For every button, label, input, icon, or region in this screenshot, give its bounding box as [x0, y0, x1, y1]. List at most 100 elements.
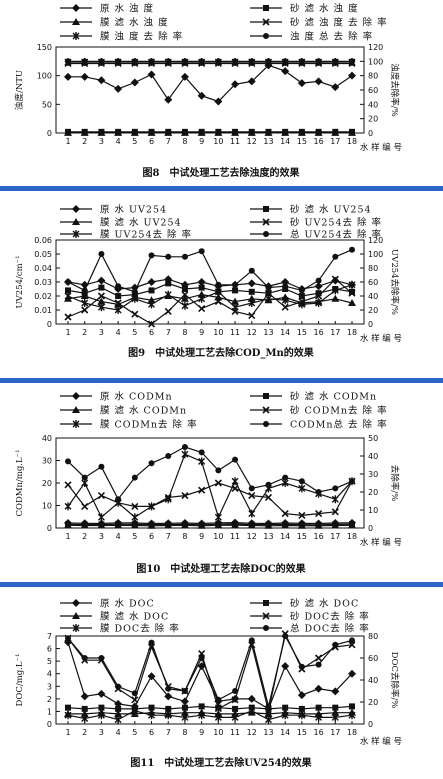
data-point — [148, 639, 155, 646]
legend-label: 膜 DOC去 除 率 — [100, 623, 180, 635]
data-point — [81, 299, 89, 307]
legend-marker-star — [72, 420, 80, 428]
y-tick-label-left: 2 — [47, 695, 52, 704]
data-point — [264, 715, 272, 724]
data-point — [265, 703, 272, 710]
data-point — [297, 128, 306, 136]
y-tick-label-right: 80 — [368, 632, 378, 641]
legend-marker-star — [72, 32, 80, 40]
data-point — [348, 71, 356, 80]
series-5 — [64, 450, 356, 522]
y-axis-label-right: 浊度去除率/% — [389, 63, 400, 116]
legend-marker-x — [262, 406, 270, 414]
y-tick-label-left: 10 — [42, 502, 52, 511]
y-tick-label-right: 120 — [368, 43, 383, 52]
data-point — [164, 307, 172, 315]
data-point — [81, 705, 88, 712]
legend-marker-star — [72, 230, 80, 238]
x-tick-label: 2 — [82, 137, 87, 146]
series-3 — [64, 521, 356, 529]
data-point — [81, 714, 89, 723]
data-point — [214, 97, 223, 106]
data-point — [331, 83, 340, 92]
y-tick-label-left: 0.02 — [34, 292, 52, 301]
data-point — [348, 299, 356, 306]
data-point — [180, 521, 189, 529]
data-point — [165, 280, 172, 287]
data-point — [282, 283, 289, 290]
data-point — [247, 521, 256, 529]
data-point — [281, 67, 290, 76]
data-point — [214, 298, 222, 306]
series-line — [67, 278, 353, 290]
data-point — [331, 687, 340, 696]
chart-panel-3: 原 水 CODMn 砂 滤 水 CODMn 膜 滤 水 CODMn 砂 CODMn去 … — [15, 391, 402, 576]
data-point — [97, 492, 105, 500]
y-tick-label-right: 80 — [368, 72, 378, 81]
y-tick-label-left: 150 — [37, 43, 52, 52]
data-point — [98, 655, 105, 661]
data-point — [248, 267, 255, 274]
data-point — [98, 284, 105, 291]
figure-caption: 图9 中试处理工艺去除COD_Mn的效果 — [128, 346, 315, 359]
data-point — [65, 704, 71, 711]
chart-panel-1: 原 水 浊 度 砂 滤 水 浊 度膜 滤 水 浊 度 砂 滤 浊 度 去 除 率膜 … — [14, 3, 402, 180]
data-point — [164, 521, 173, 529]
data-point — [297, 691, 306, 700]
data-point — [114, 84, 123, 93]
data-point — [314, 684, 323, 693]
data-point — [197, 521, 206, 529]
y-tick-label-right: 60 — [368, 278, 378, 287]
data-point — [281, 711, 289, 720]
y-tick-label-left: 50 — [42, 100, 52, 109]
series-line — [67, 293, 353, 306]
x-tick-label: 14 — [280, 728, 290, 737]
data-point — [215, 467, 222, 474]
y-tick-label-right: 20 — [368, 306, 378, 315]
figure-caption: 图10 中试处理工艺去除DOC的效果 — [136, 562, 306, 575]
data-point — [282, 633, 289, 639]
data-point — [215, 281, 222, 288]
data-point — [214, 479, 222, 487]
data-point — [97, 689, 106, 698]
data-point — [98, 251, 105, 257]
data-point — [214, 513, 222, 522]
data-point — [65, 58, 71, 65]
data-point — [97, 711, 105, 720]
data-point — [248, 58, 255, 65]
data-point — [165, 253, 172, 260]
data-point — [115, 683, 122, 690]
x-tick-label: 18 — [347, 328, 357, 337]
data-point — [181, 450, 189, 459]
data-point — [181, 301, 189, 310]
data-point — [148, 58, 155, 65]
data-point — [348, 280, 356, 289]
data-point — [181, 704, 188, 711]
data-point — [131, 310, 139, 318]
data-point — [215, 58, 222, 65]
y-tick-label-left: 0 — [47, 320, 52, 329]
data-point — [231, 303, 239, 312]
legend-marker-circle — [263, 231, 269, 237]
x-axis-label: 水 样 编 号 — [360, 736, 402, 747]
legend-label: 砂 UV254去 除 率 — [290, 217, 382, 229]
data-point — [81, 287, 88, 294]
x-tick-label: 12 — [247, 137, 257, 146]
legend-marker-square — [263, 393, 269, 399]
data-point — [64, 711, 72, 720]
data-point — [64, 313, 72, 321]
x-tick-label: 15 — [297, 532, 307, 541]
x-tick-label: 8 — [182, 728, 187, 737]
y-tick-label-right: 20 — [368, 115, 378, 124]
data-point — [181, 58, 188, 65]
data-point — [297, 79, 306, 88]
data-point — [198, 58, 205, 65]
y-axis-label-right: UV254去除率/% — [389, 249, 400, 315]
data-point — [198, 655, 205, 661]
x-tick-label: 15 — [297, 328, 307, 337]
data-point — [231, 477, 239, 486]
data-point — [147, 672, 156, 681]
data-point — [332, 253, 339, 260]
data-point — [264, 521, 273, 529]
series-6 — [65, 246, 355, 295]
